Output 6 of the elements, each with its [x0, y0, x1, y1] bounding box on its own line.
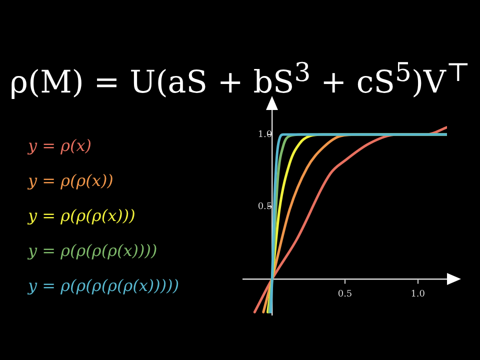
- text: y = ρ(ρ(ρ(ρ(x)))): [28, 241, 158, 262]
- chart-title: ρ(M) = U(aS + bS$^{3}$ + cS$^{5}$)V$^{⊤}$: [8, 58, 472, 100]
- text: y = ρ(x): [28, 136, 93, 157]
- text: y = ρ(ρ(ρ(ρ(ρ(x))))): [28, 276, 180, 297]
- text: y = ρ(ρ(ρ(x))): [28, 206, 136, 227]
- text: y = ρ(ρ(x)): [28, 171, 114, 192]
